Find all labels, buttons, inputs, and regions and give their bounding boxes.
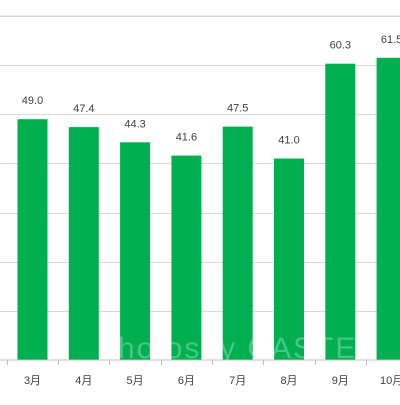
data-label-6: 41.0 [278,135,299,147]
x-tick-label-3: 5月 [127,375,144,387]
data-label-8: 61.5 [381,34,400,46]
bar-1 [18,119,48,360]
data-label-4: 41.6 [176,132,197,144]
bar-7 [325,64,355,360]
bar-6 [274,159,304,361]
bar-3 [120,142,150,360]
bar-5 [223,127,253,360]
data-label-1: 49.0 [22,95,43,107]
bar-8 [377,58,400,360]
data-label-3: 44.3 [124,118,145,130]
bar-2 [69,127,99,360]
x-tick-label-5: 7月 [229,375,246,387]
data-label-2: 47.4 [73,103,94,115]
x-tick-label-8: 10月 [380,375,400,387]
x-tick-label-4: 6月 [178,375,195,387]
x-tick-label-2: 4月 [75,375,92,387]
x-tick-label-7: 9月 [332,375,349,387]
bar-4 [171,156,201,360]
data-label-7: 60.3 [330,40,351,52]
watermark-text: hotospy CASTEL [118,332,376,365]
x-tick-label-6: 8月 [280,375,297,387]
data-label-5: 47.5 [227,103,248,115]
x-tick-label-1: 3月 [24,375,41,387]
